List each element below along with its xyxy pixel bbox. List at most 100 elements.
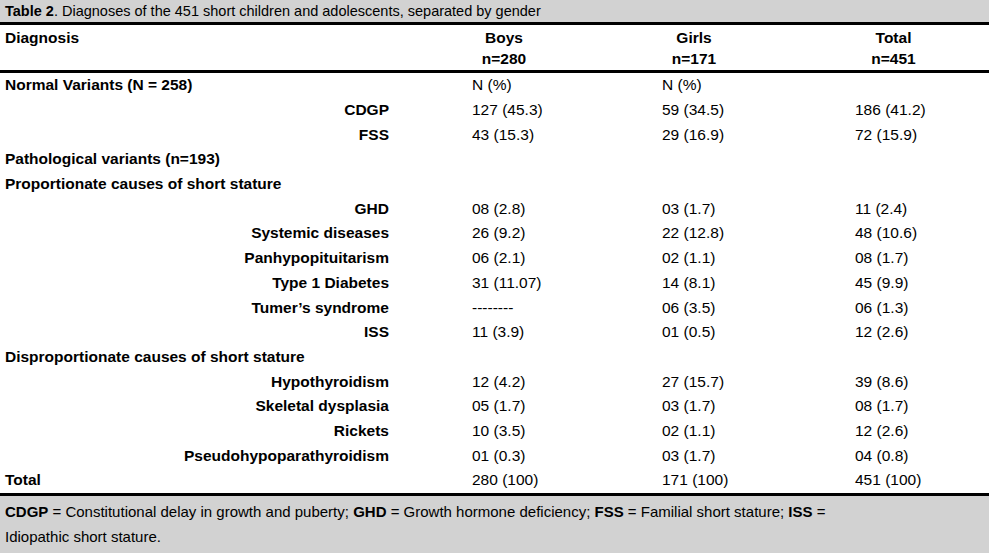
footnote-line-1: CDGP = Constitutional delay in growth an… (5, 499, 983, 524)
diagnosis-cell: Type 1 Diabetes (0, 274, 400, 292)
girls-cell: N (%) (590, 76, 780, 94)
total-cell: 06 (1.3) (780, 299, 989, 317)
diagnosis-cell: Normal Variants (N = 258) (0, 76, 400, 94)
boys-cell: 26 (9.2) (400, 224, 590, 242)
girls-cell: 03 (1.7) (590, 397, 780, 415)
total-cell: 48 (10.6) (780, 224, 989, 242)
table-body: Normal Variants (N = 258)N (%)N (%)CDGP1… (0, 73, 989, 493)
table-row: Type 1 Diabetes31 (11.07)14 (8.1)45 (9.9… (0, 271, 989, 296)
table-row: Systemic diseases26 (9.2)22 (12.8)48 (10… (0, 221, 989, 246)
column-header-total-n: n=451 (798, 48, 989, 69)
column-header-boys-n: n=280 (418, 48, 590, 69)
abbr-fss-definition: = Familial short stature; (624, 503, 789, 520)
diagnosis-cell: Pseudohypoparathyroidism (0, 447, 400, 465)
footnote: CDGP = Constitutional delay in growth an… (0, 496, 989, 553)
column-header-girls-label: Girls (608, 27, 780, 48)
table-row: Hypothyroidism12 (4.2)27 (15.7)39 (8.6) (0, 369, 989, 394)
abbr-ghd: GHD (353, 503, 386, 520)
total-cell: 39 (8.6) (780, 373, 989, 391)
diagnosis-cell: Total (0, 471, 400, 489)
girls-cell: 59 (34.5) (590, 101, 780, 119)
table-row: Pseudohypoparathyroidism01 (0.3)03 (1.7)… (0, 443, 989, 468)
table-header: Diagnosis Boys n=280 Girls n=171 Total n… (0, 25, 989, 70)
table-row: ISS11 (3.9)01 (0.5)12 (2.6) (0, 320, 989, 345)
footnote-line-2: Idiopathic short stature. (5, 524, 983, 549)
table-row: CDGP127 (45.3)59 (34.5)186 (41.2) (0, 98, 989, 123)
table-row: GHD08 (2.8)03 (1.7)11 (2.4) (0, 196, 989, 221)
girls-cell: 03 (1.7) (590, 447, 780, 465)
boys-cell: -------- (400, 299, 590, 317)
column-header-total: Total n=451 (780, 27, 989, 69)
total-cell: 11 (2.4) (780, 200, 989, 218)
diagnosis-cell: Disproportionate causes of short stature (0, 348, 400, 366)
table-row: Total280 (100)171 (100)451 (100) (0, 468, 989, 493)
girls-cell: 03 (1.7) (590, 200, 780, 218)
diagnosis-cell: Panhypopituitarism (0, 249, 400, 267)
diagnosis-cell: Hypothyroidism (0, 373, 400, 391)
boys-cell: 43 (15.3) (400, 126, 590, 144)
boys-cell: 05 (1.7) (400, 397, 590, 415)
girls-cell: 02 (1.1) (590, 422, 780, 440)
total-cell: 186 (41.2) (780, 101, 989, 119)
boys-cell: 01 (0.3) (400, 447, 590, 465)
diagnosis-cell: GHD (0, 200, 400, 218)
diagnosis-cell: Rickets (0, 422, 400, 440)
table-row: Skeletal dysplasia05 (1.7)03 (1.7)08 (1.… (0, 394, 989, 419)
boys-cell: 280 (100) (400, 471, 590, 489)
abbr-cdgp-definition: = Constitutional delay in growth and pub… (48, 503, 353, 520)
total-cell: 12 (2.6) (780, 323, 989, 341)
abbr-iss: ISS (788, 503, 812, 520)
table-row: FSS43 (15.3)29 (16.9)72 (15.9) (0, 122, 989, 147)
girls-cell: 14 (8.1) (590, 274, 780, 292)
boys-cell: N (%) (400, 76, 590, 94)
column-header-boys: Boys n=280 (400, 27, 590, 69)
table-row: Proportionate causes of short stature (0, 172, 989, 197)
total-cell: 45 (9.9) (780, 274, 989, 292)
table-row: Panhypopituitarism06 (2.1)02 (1.1)08 (1.… (0, 246, 989, 271)
diagnosis-cell: ISS (0, 323, 400, 341)
table-row: Rickets10 (3.5)02 (1.1)12 (2.6) (0, 419, 989, 444)
column-header-girls-n: n=171 (608, 48, 780, 69)
total-cell: 08 (1.7) (780, 397, 989, 415)
column-header-girls: Girls n=171 (590, 27, 780, 69)
table-row: Tumer’s syndrome--------06 (3.5)06 (1.3) (0, 295, 989, 320)
abbr-cdgp: CDGP (5, 503, 48, 520)
total-cell: 12 (2.6) (780, 422, 989, 440)
abbr-fss: FSS (594, 503, 623, 520)
column-header-boys-label: Boys (418, 27, 590, 48)
column-header-total-label: Total (798, 27, 989, 48)
table-number: Table 2 (5, 3, 54, 19)
table-row: Normal Variants (N = 258)N (%)N (%) (0, 73, 989, 98)
table-caption: Table 2. Diagnoses of the 451 short chil… (0, 0, 989, 22)
boys-cell: 11 (3.9) (400, 323, 590, 341)
diagnosis-cell: Tumer’s syndrome (0, 299, 400, 317)
boys-cell: 08 (2.8) (400, 200, 590, 218)
girls-cell: 06 (3.5) (590, 299, 780, 317)
abbr-ghd-definition: = Growth hormone deficiency; (386, 503, 594, 520)
boys-cell: 127 (45.3) (400, 101, 590, 119)
girls-cell: 171 (100) (590, 471, 780, 489)
table-row: Pathological variants (n=193) (0, 147, 989, 172)
girls-cell: 29 (16.9) (590, 126, 780, 144)
table-row: Disproportionate causes of short stature (0, 345, 989, 370)
girls-cell: 02 (1.1) (590, 249, 780, 267)
girls-cell: 01 (0.5) (590, 323, 780, 341)
diagnosis-cell: Systemic diseases (0, 224, 400, 242)
column-header-diagnosis: Diagnosis (5, 29, 79, 47)
diagnosis-cell: Proportionate causes of short stature (0, 175, 400, 193)
girls-cell: 27 (15.7) (590, 373, 780, 391)
table-figure: Table 2. Diagnoses of the 451 short chil… (0, 0, 989, 553)
diagnosis-cell: FSS (0, 126, 400, 144)
diagnosis-cell: Pathological variants (n=193) (0, 150, 400, 168)
total-cell: 72 (15.9) (780, 126, 989, 144)
total-cell: 04 (0.8) (780, 447, 989, 465)
boys-cell: 10 (3.5) (400, 422, 590, 440)
diagnosis-cell: Skeletal dysplasia (0, 397, 400, 415)
boys-cell: 06 (2.1) (400, 249, 590, 267)
total-cell: 451 (100) (780, 471, 989, 489)
boys-cell: 31 (11.07) (400, 274, 590, 292)
girls-cell: 22 (12.8) (590, 224, 780, 242)
total-cell: 08 (1.7) (780, 249, 989, 267)
diagnosis-cell: CDGP (0, 101, 400, 119)
boys-cell: 12 (4.2) (400, 373, 590, 391)
